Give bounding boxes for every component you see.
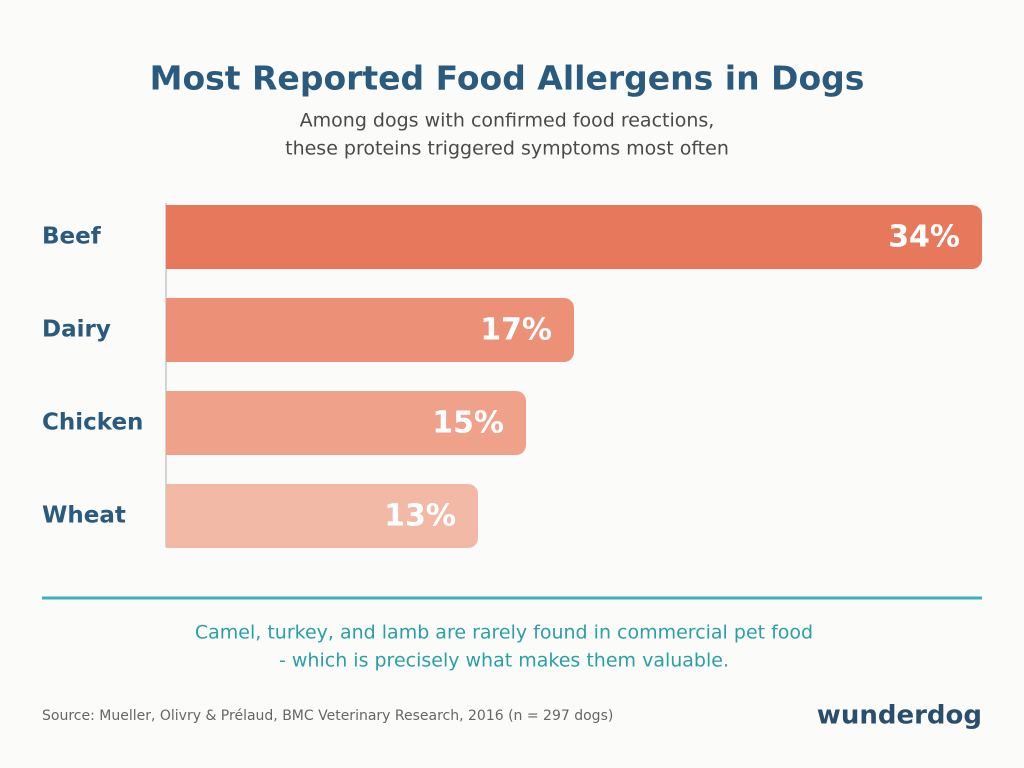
subtitle-line: Among dogs with confirmed food reactions… [300,110,715,132]
category-label: Wheat [42,503,126,529]
brand-logo: wunderdog [817,701,982,731]
note-line: Camel, turkey, and lamb are rarely found… [195,622,813,644]
bar [166,298,574,362]
category-label: Beef [42,224,102,250]
value-label: 13% [384,499,456,534]
category-label: Dairy [42,317,111,343]
value-label: 17% [480,313,552,348]
bar [166,205,982,269]
bar [166,484,478,548]
value-label: 15% [432,406,504,441]
source: Source: Mueller, Olivry & Prélaud, BMC V… [42,708,613,724]
chart-title: Most Reported Food Allergens in Dogs [150,59,865,98]
category-label: Chicken [42,410,143,436]
bar [166,391,526,455]
subtitle-line: these proteins triggered symptoms most o… [285,138,729,160]
note-line: - which is precisely what makes them val… [279,650,729,672]
value-label: 34% [888,220,960,255]
